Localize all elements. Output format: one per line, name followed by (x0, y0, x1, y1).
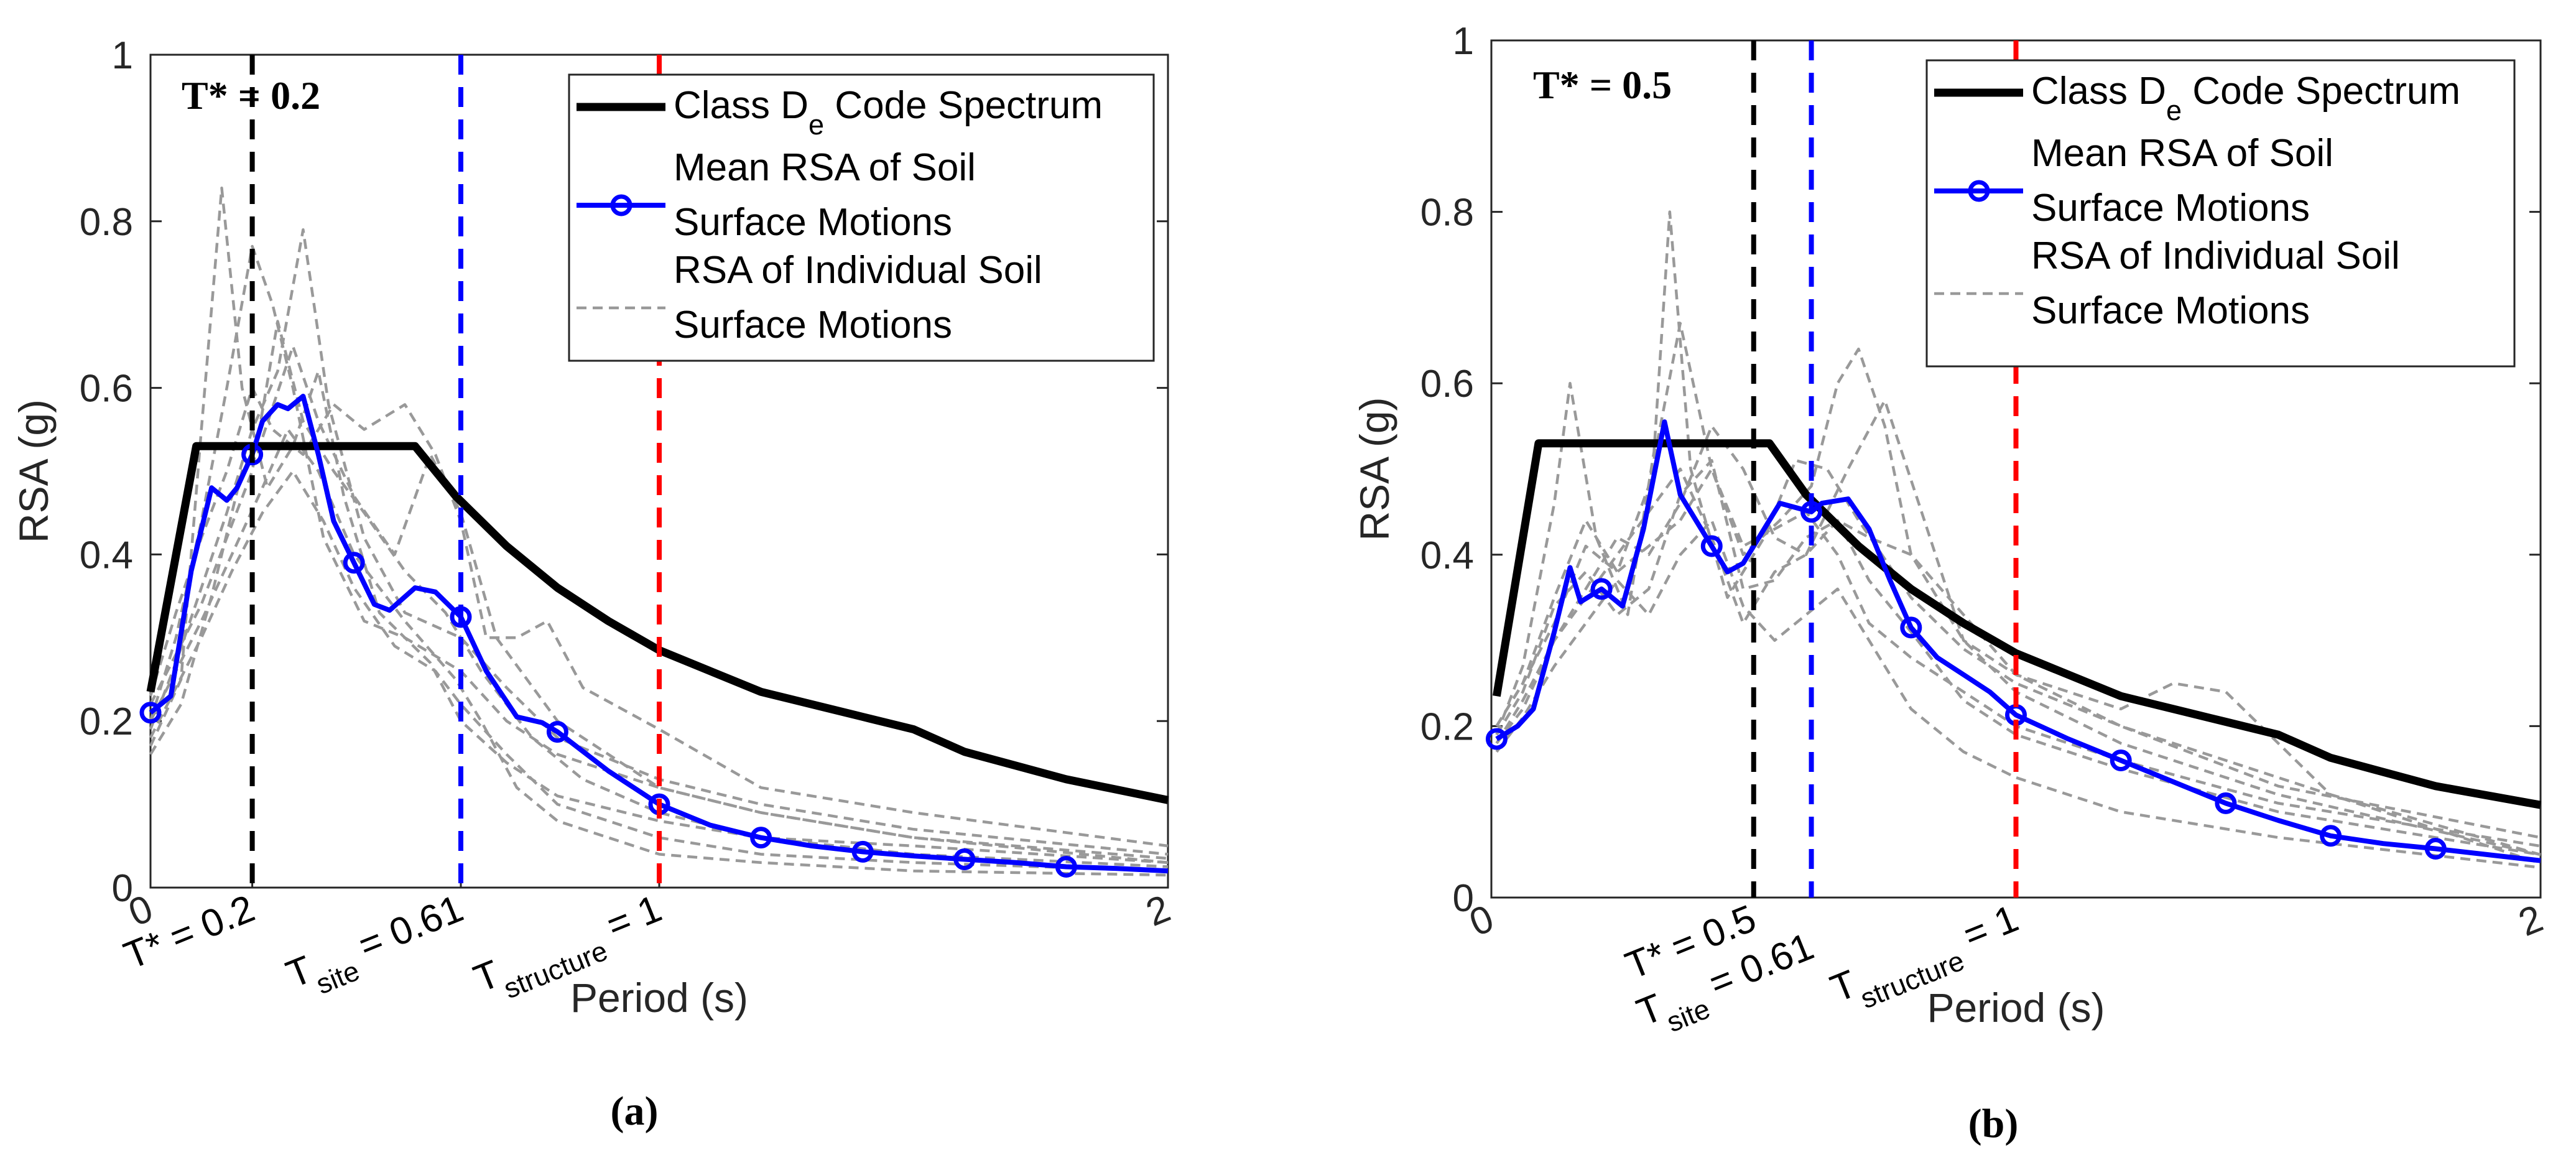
individual-motion-line (1495, 210, 2541, 839)
mean-rsa-marker (139, 702, 162, 724)
legend-label-part: Surface Motions (674, 201, 952, 244)
individual-motion-line (1495, 399, 2541, 856)
legend-label: Surface Motions (2031, 289, 2310, 332)
legend-label: Surface Motions (2031, 187, 2310, 230)
individual-motion-line (149, 244, 1169, 865)
panel-a-chart: 00.20.40.60.810 2T* = 0.2 Tsite = 0.61Tstr… (11, 34, 1176, 1134)
legend-label-part: Code Spectrum (2182, 70, 2460, 113)
legend-label-part: RSA of Individual Soil (2031, 234, 2400, 277)
y-tick-label: 0.4 (1420, 534, 1474, 577)
legend-label-part: e (2166, 95, 2182, 126)
mean-rsa-marker (2424, 837, 2447, 860)
legend-label-part: Mean RSA of Soil (674, 146, 976, 189)
legend-label: RSA of Individual Soil (674, 249, 1042, 292)
legend-label: RSA of Individual Soil (2031, 234, 2400, 277)
mean-rsa-marker (953, 848, 976, 870)
y-tick-label: 0.2 (1420, 705, 1474, 748)
individual-motion-line (1495, 519, 2541, 870)
tstar-annotation: T* = 0.5 (1533, 63, 1672, 107)
panel-label: (b) (1968, 1101, 2019, 1146)
code-spectrum-line (1492, 439, 2542, 809)
individual-motion-line (1495, 467, 2541, 865)
y-tick-label: 0 (1453, 877, 1474, 920)
x-tick-label: 2 (1140, 887, 1176, 935)
legend-label-part: Class D (2031, 70, 2166, 113)
legend-label-part: RSA of Individual Soil (674, 249, 1042, 292)
legend-marker (1968, 180, 1990, 202)
legend-box (568, 73, 1155, 362)
legend-label-part: Surface Motions (674, 304, 952, 346)
legend-label-part: Class D (674, 84, 808, 127)
individual-motion-line (149, 428, 1169, 877)
mean-rsa-marker (750, 827, 772, 849)
panel-label: (a) (611, 1088, 659, 1134)
code-spectrum-line (146, 442, 1169, 804)
mean-rsa-marker (1485, 728, 1508, 750)
legend-label-part: Code Spectrum (824, 84, 1103, 127)
mean-rsa-marker (2320, 825, 2342, 847)
x-tick-label: 2 (2513, 897, 2549, 945)
individual-motion-line (149, 228, 1169, 856)
mean-rsa-marker (546, 721, 568, 743)
individual-motion-line (1495, 322, 2541, 856)
legend-label-part: Surface Motions (2031, 187, 2310, 230)
y-tick-label: 0.8 (1420, 192, 1474, 234)
individual-motion-line (149, 320, 1169, 865)
individual-motion-line (149, 386, 1169, 848)
legend: Class De Code Spectrum Mean RSA of Soil Su… (568, 73, 1155, 362)
x-axis-label: Period (s) (570, 975, 748, 1021)
mean-rsa-line (1495, 419, 2541, 863)
legend: Class De Code Spectrum Mean RSA of Soil Su… (1925, 59, 2516, 368)
x-axis-label: Period (s) (1927, 985, 2105, 1031)
x-marker-label: Tsite = 0.61 (280, 887, 474, 1009)
legend-label: Class De Code Spectrum (674, 84, 1103, 141)
y-tick-label: 1 (1453, 20, 1474, 63)
legend-label: Mean RSA of Soil (2031, 132, 2333, 175)
legend-label-part: Surface Motions (2031, 289, 2310, 332)
legend-label: Class De Code Spectrum (2031, 70, 2460, 126)
mean-rsa-marker (2215, 792, 2237, 814)
legend-box (1925, 59, 2516, 368)
y-tick-label: 1 (112, 34, 133, 77)
mean-rsa-marker (1590, 578, 1613, 600)
legend-label: Surface Motions (674, 201, 952, 244)
y-tick-label: 0.8 (80, 201, 133, 244)
y-tick-label: 0 (112, 867, 133, 910)
legend-label: Mean RSA of Soil (674, 146, 976, 189)
y-axis-label: RSA (g) (1351, 397, 1397, 541)
y-axis-label: RSA (g) (11, 399, 57, 543)
mean-rsa-marker (1055, 856, 1077, 878)
legend-label-part: Mean RSA of Soil (2031, 132, 2333, 175)
x-tick-label: 0 (1463, 897, 1499, 945)
mean-rsa-marker (1900, 616, 1922, 639)
y-tick-label: 0.6 (1420, 363, 1474, 406)
individual-motion-line (149, 186, 1169, 868)
legend-label: Surface Motions (674, 304, 952, 346)
mean-rsa-marker (2110, 750, 2132, 772)
tstar-annotation: T* = 0.2 (182, 73, 320, 118)
legend-label-part: e (808, 109, 824, 141)
mean-rsa-marker (343, 552, 365, 574)
y-tick-label: 0.2 (80, 700, 133, 743)
individual-motion-line (149, 470, 1169, 873)
mean-rsa-marker (851, 840, 874, 863)
y-tick-label: 0.4 (80, 534, 133, 577)
mean-rsa-marker (1700, 535, 1723, 557)
y-tick-label: 0.6 (80, 368, 133, 411)
legend-marker (610, 194, 632, 216)
x-marker-label-part: = 0.61 (343, 887, 469, 972)
mean-rsa-line (149, 394, 1169, 874)
